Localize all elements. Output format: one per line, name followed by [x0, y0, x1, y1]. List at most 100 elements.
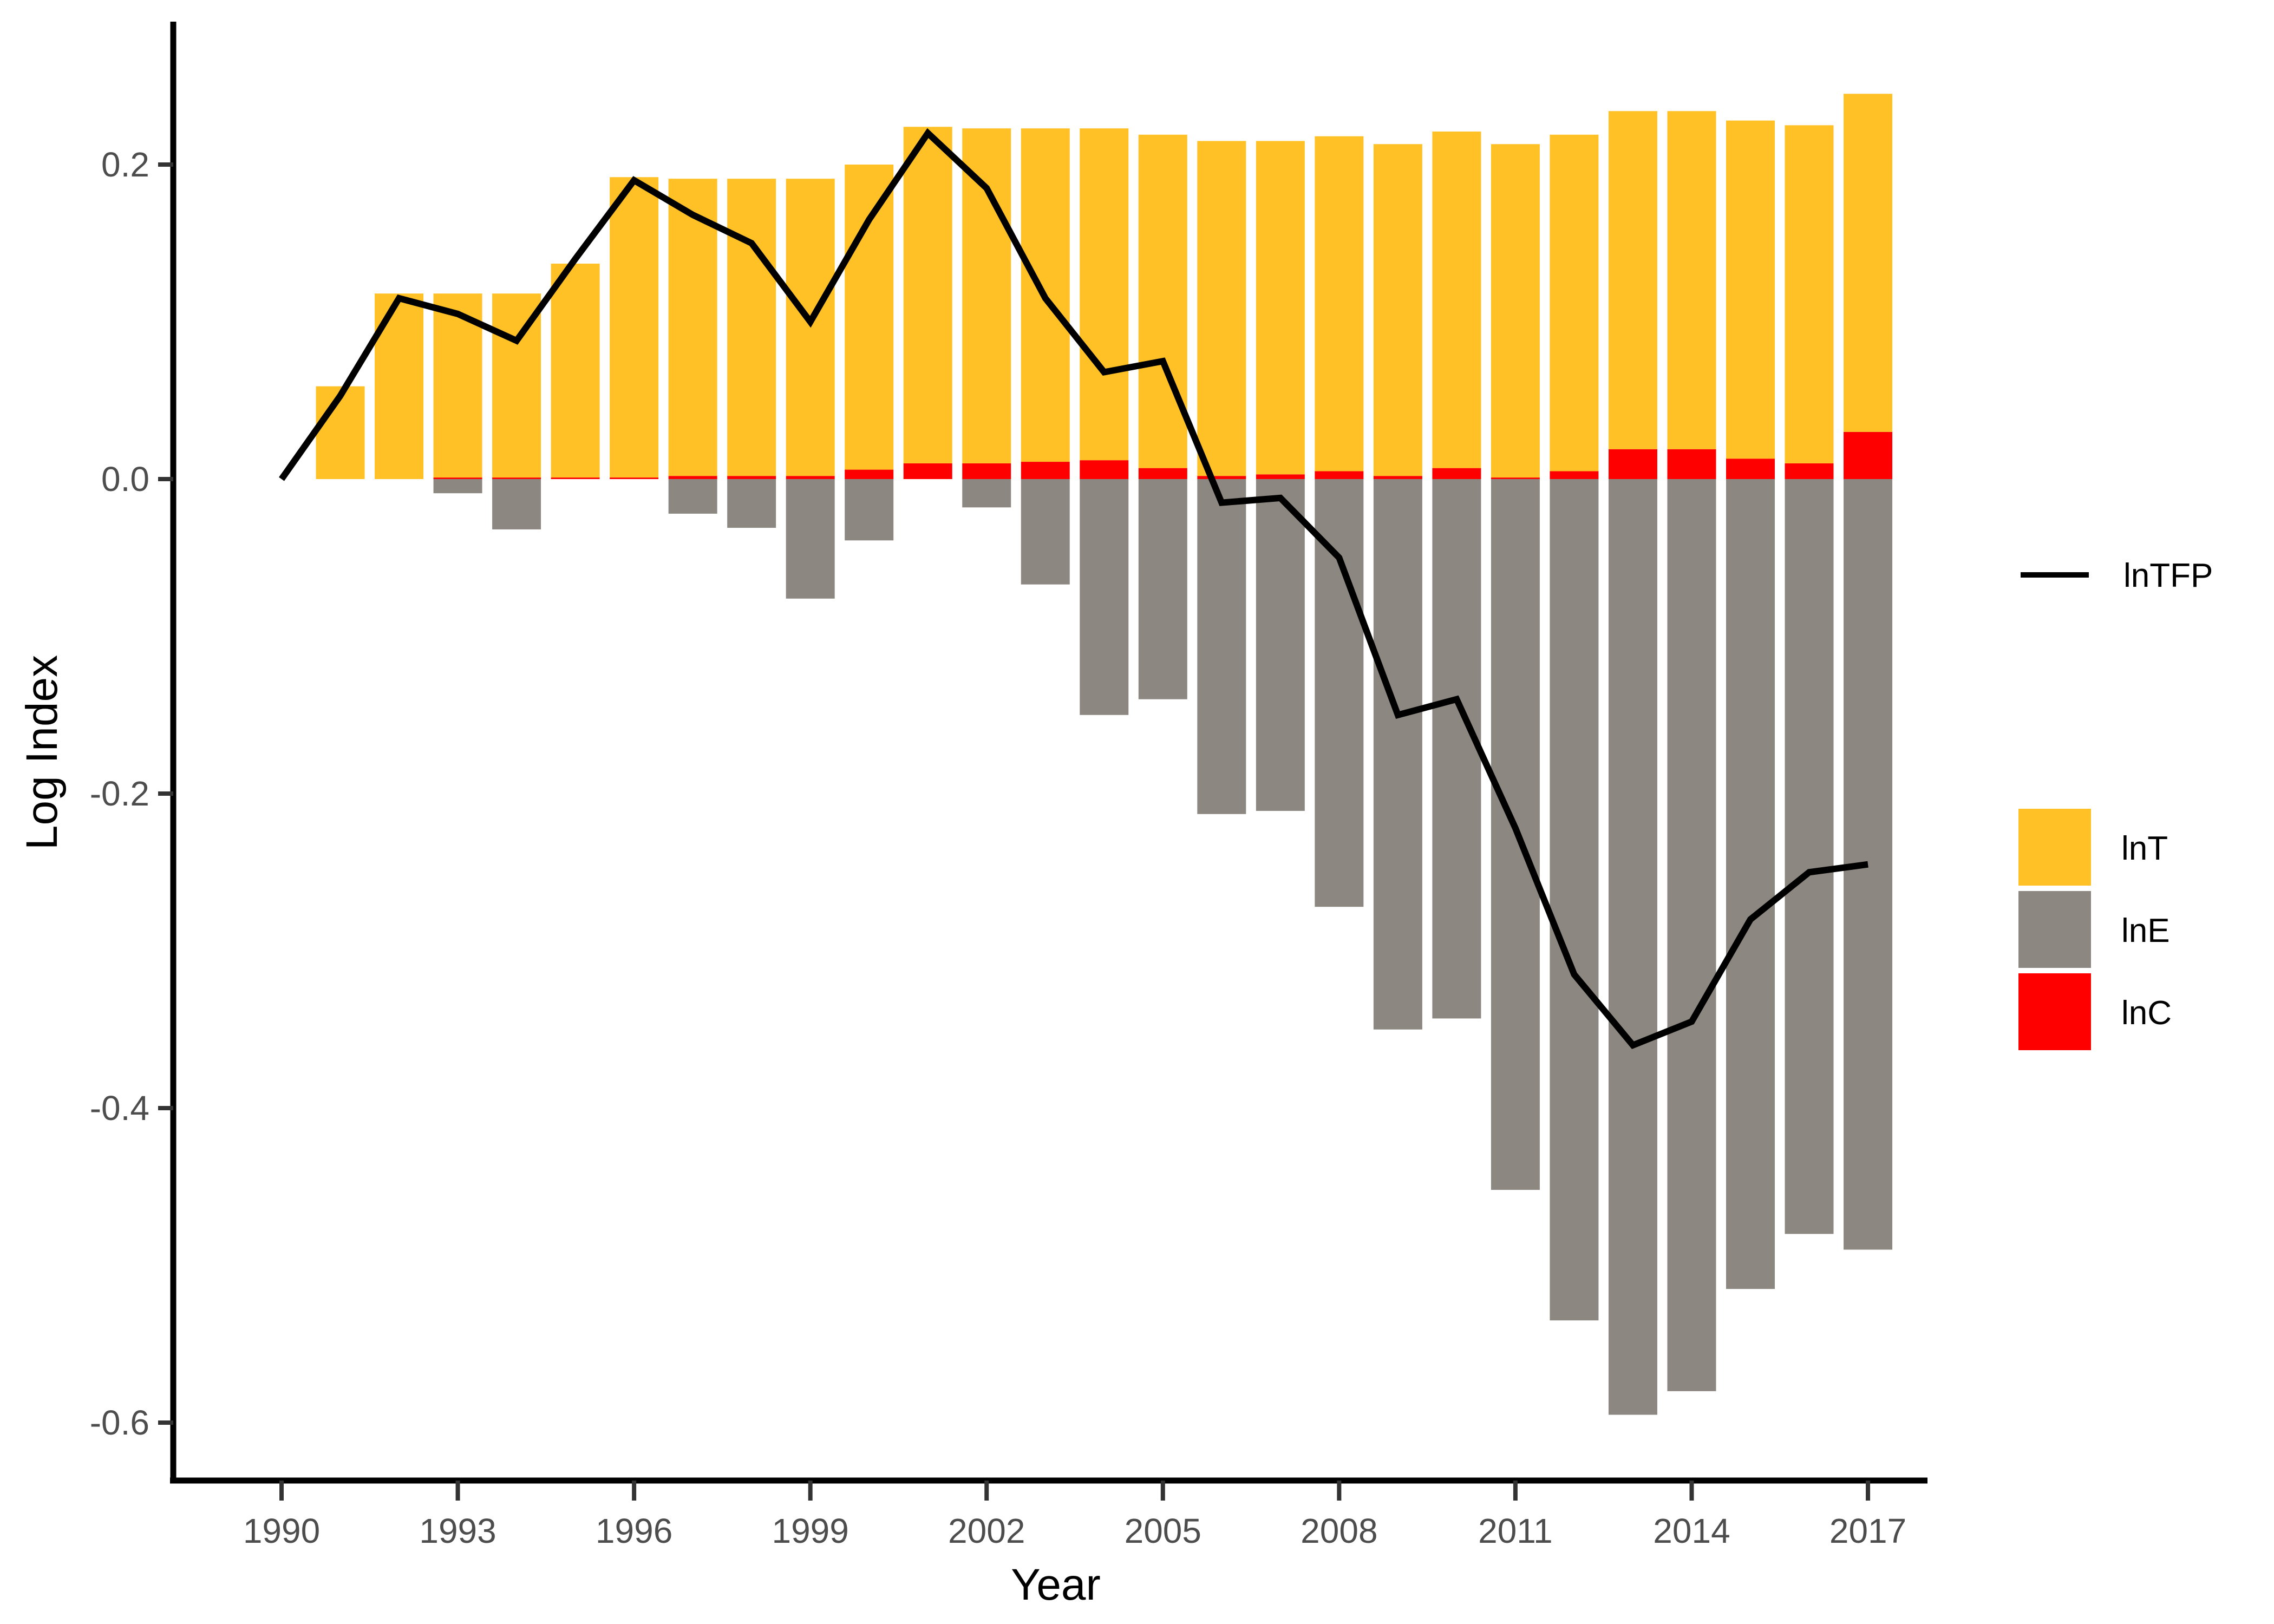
bar-lnc-2001: [903, 463, 952, 479]
bar-lne-2002: [962, 479, 1011, 508]
bar-lne-2007: [1256, 479, 1305, 811]
bar-lnc-2009: [1373, 476, 1422, 479]
bar-lne-1999: [786, 479, 835, 599]
x-tick-label-2017: 2017: [1829, 1511, 1906, 1550]
bar-lne-2010: [1432, 479, 1481, 1019]
bar-lnt-2007: [1256, 141, 1305, 475]
bar-lnt-2011: [1491, 144, 1540, 478]
bar-lne-1994: [492, 479, 541, 529]
bar-lnc-1993: [433, 477, 482, 479]
bar-lnt-1994: [492, 293, 541, 478]
bar-lnc-1999: [786, 476, 835, 479]
bar-lnt-1995: [551, 264, 600, 478]
bar-lnc-2011: [1491, 477, 1540, 479]
legend-lntfp-label: lnTFP: [2123, 557, 2213, 594]
bar-lne-2000: [845, 479, 894, 541]
bar-lnt-2009: [1373, 144, 1422, 476]
bar-lnt-2013: [1608, 111, 1657, 449]
bar-lne-1997: [668, 479, 717, 514]
bar-lnc-2004: [1080, 460, 1129, 479]
x-tick-label-1990: 1990: [243, 1511, 320, 1550]
x-tick-label-2008: 2008: [1301, 1511, 1377, 1550]
bar-lne-1993: [433, 479, 482, 494]
x-tick-label-1993: 1993: [419, 1511, 496, 1550]
bar-lnt-2010: [1432, 131, 1481, 468]
bar-lnt-2000: [845, 165, 894, 470]
bar-lnc-1994: [492, 477, 541, 479]
x-tick-label-2002: 2002: [948, 1511, 1025, 1550]
y-axis-ticks: 0.2 0.0 -0.2 -0.4 -0.6: [90, 145, 173, 1442]
bar-lnc-2007: [1256, 474, 1305, 479]
bar-lnc-2012: [1550, 471, 1599, 479]
bar-lnc-2005: [1138, 468, 1187, 479]
bar-lnt-1999: [786, 179, 835, 476]
bar-lnc-2013: [1608, 449, 1657, 479]
bar-lne-2014: [1667, 479, 1716, 1391]
bar-lnc-2010: [1432, 468, 1481, 479]
bar-lne-2016: [1785, 479, 1834, 1234]
legend-lne-label: lnE: [2121, 912, 2170, 949]
x-axis-ticks: 1990 1993 1996 1999 2002 2005 2008 2011 2014 2017: [243, 1481, 1906, 1550]
y-tick-label--0.4: -0.4: [90, 1089, 149, 1128]
bar-lne-2012: [1550, 479, 1599, 1321]
x-tick-label-1996: 1996: [596, 1511, 672, 1550]
bar-lnc-2000: [845, 469, 894, 479]
x-tick-label-1999: 1999: [772, 1511, 848, 1550]
bar-lnt-2012: [1550, 134, 1599, 472]
bar-lne-2009: [1373, 479, 1422, 1030]
axes-layer: 0.2 0.0 -0.2 -0.4 -0.6 1990 1993 1996 1999 2002 2…: [90, 22, 1927, 1550]
bar-lnc-2002: [962, 463, 1011, 479]
y-tick-label--0.6: -0.6: [90, 1403, 149, 1442]
bar-lnc-2008: [1315, 471, 1364, 479]
legend-lnt-label: lnT: [2121, 830, 2168, 867]
bar-lnc-2014: [1667, 449, 1716, 479]
bar-lnt-2016: [1785, 125, 1834, 463]
bar-lnt-2014: [1667, 111, 1716, 449]
legend-lnc-swatch: [2018, 973, 2091, 1050]
legend-lnt-swatch: [2018, 809, 2091, 886]
bar-lnt-2015: [1726, 120, 1775, 459]
bar-lnt-1998: [727, 179, 776, 476]
bar-lne-2005: [1138, 479, 1187, 699]
bar-lne-2013: [1608, 479, 1657, 1415]
y-tick-label--0.2: -0.2: [90, 774, 149, 813]
bar-lnc-2006: [1197, 476, 1246, 479]
bar-lnc-1998: [727, 476, 776, 479]
x-tick-label-2005: 2005: [1125, 1511, 1201, 1550]
bar-lnt-1996: [610, 177, 659, 478]
bar-lnt-2017: [1844, 94, 1893, 432]
y-axis-title: Log Index: [17, 655, 67, 850]
legend-lne-swatch: [2018, 891, 2091, 968]
x-tick-label-2014: 2014: [1653, 1511, 1730, 1550]
bar-lne-2015: [1726, 479, 1775, 1289]
y-tick-label-0.2: 0.2: [101, 145, 149, 184]
bar-lnc-1997: [668, 476, 717, 479]
bar-lne-2008: [1315, 479, 1364, 907]
bar-lnc-2015: [1726, 459, 1775, 479]
lntfp-line: [279, 128, 1868, 1049]
bar-lnt-2004: [1080, 128, 1129, 461]
legend-lnc-label: lnC: [2121, 994, 2172, 1032]
bar-lne-2003: [1021, 479, 1070, 585]
x-axis-title: Year: [1011, 1560, 1101, 1609]
bar-lnc-1996: [610, 477, 659, 479]
bar-lnc-2016: [1785, 463, 1834, 479]
bars-layer: [316, 94, 1893, 1415]
bar-lnc-2003: [1021, 462, 1070, 479]
bar-lnt-1991: [316, 386, 365, 479]
bar-lne-2006: [1197, 479, 1246, 814]
bar-lnc-2017: [1844, 431, 1893, 479]
bar-lnt-2008: [1315, 136, 1364, 472]
legend: lnTFP lnT lnE lnC: [2018, 557, 2213, 1050]
bar-lnt-2006: [1197, 141, 1246, 476]
x-tick-label-2011: 2011: [1478, 1511, 1553, 1550]
bar-lnt-2001: [903, 127, 952, 463]
bar-lne-1998: [727, 479, 776, 528]
bar-lnt-2005: [1138, 134, 1187, 468]
bar-lnt-2002: [962, 128, 1011, 463]
y-tick-label-0.0: 0.0: [101, 460, 149, 499]
bar-lne-2004: [1080, 479, 1129, 715]
bar-lnc-1995: [551, 477, 600, 479]
